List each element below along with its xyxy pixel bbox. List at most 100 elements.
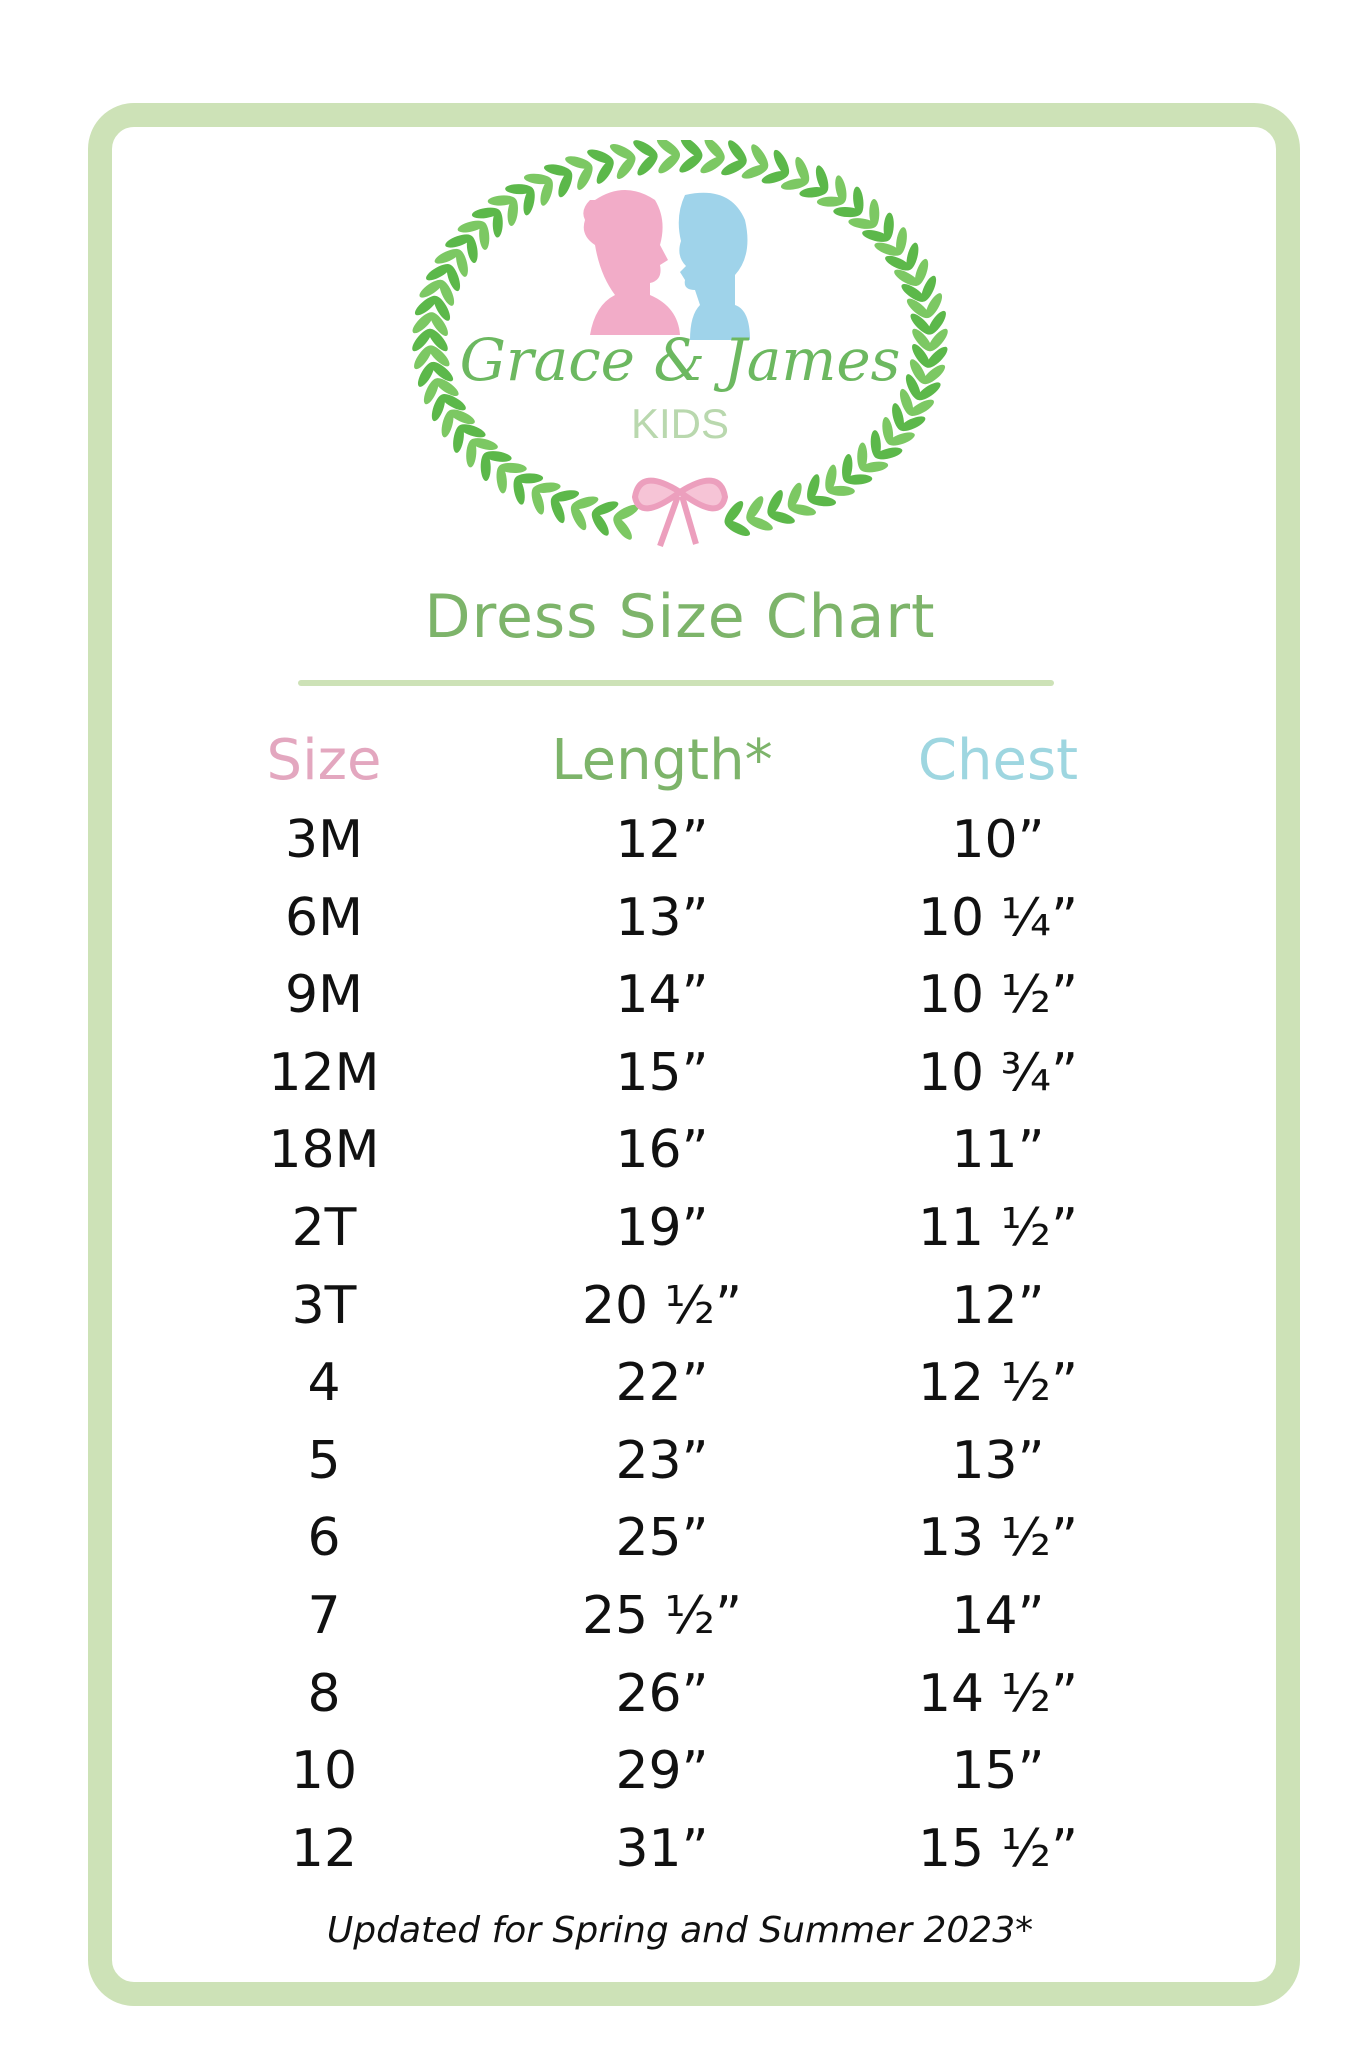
leaf xyxy=(899,416,926,432)
leaf xyxy=(844,474,873,485)
leaf xyxy=(842,454,853,482)
table-row: 5 23” 13” xyxy=(0,1422,1360,1500)
size-cell: 8 xyxy=(307,1663,341,1724)
leaf xyxy=(679,153,703,173)
leaf xyxy=(869,199,880,228)
leaf xyxy=(540,178,553,206)
size-cell: 12 xyxy=(290,1818,358,1879)
leaf xyxy=(815,165,829,193)
leaf xyxy=(483,451,512,462)
leaf xyxy=(434,378,459,397)
length-cell: 29” xyxy=(615,1741,709,1802)
leaf xyxy=(835,175,847,203)
leaf xyxy=(531,487,545,515)
leaf xyxy=(412,328,432,352)
leaf xyxy=(591,511,609,536)
size-cell: 5 xyxy=(307,1430,341,1491)
leaf xyxy=(532,482,561,493)
leaf xyxy=(901,283,926,302)
table-row: 12M 15” 10 ¾” xyxy=(0,1034,1360,1112)
table-row: 3T 20 ½” 12” xyxy=(0,1267,1360,1345)
leaf xyxy=(446,264,461,292)
leaf xyxy=(428,345,450,367)
table-row: 7 25 ½” 14” xyxy=(0,1577,1360,1655)
leaf xyxy=(906,298,930,319)
leaf xyxy=(826,485,855,496)
leaf xyxy=(767,490,783,516)
chest-cell: 12” xyxy=(951,1275,1045,1336)
leaf xyxy=(860,461,889,473)
leaf xyxy=(453,425,464,453)
length-cell: 23” xyxy=(615,1430,709,1491)
leaf xyxy=(853,186,864,215)
size-cell: 4 xyxy=(307,1353,341,1414)
leaf xyxy=(498,462,527,474)
size-cell: 6M xyxy=(285,887,363,948)
leaf xyxy=(883,212,894,241)
length-cell: 25” xyxy=(615,1508,709,1569)
chest-cell: 13” xyxy=(951,1430,1045,1491)
leaf xyxy=(577,164,593,190)
table-row: 4 22” 12 ½” xyxy=(0,1344,1360,1422)
leaf xyxy=(899,388,914,416)
size-cell: 7 xyxy=(307,1586,341,1646)
leaf xyxy=(728,140,747,164)
leaf xyxy=(434,248,461,264)
leaf xyxy=(761,170,789,184)
leaf xyxy=(592,501,619,516)
leaf xyxy=(888,432,915,446)
leaf xyxy=(515,473,544,484)
leaf xyxy=(570,504,587,531)
leaf xyxy=(470,438,498,450)
leaf xyxy=(431,394,446,422)
length-cell: 15” xyxy=(615,1042,709,1103)
leaf xyxy=(616,155,636,179)
size-cell: 3M xyxy=(285,810,363,870)
leaf xyxy=(816,196,845,207)
leaf xyxy=(449,409,475,425)
leaf xyxy=(914,258,929,286)
leaf xyxy=(414,345,433,370)
leaf xyxy=(426,264,451,281)
leaf xyxy=(925,293,943,318)
leaf xyxy=(596,159,614,184)
length-cell: 13” xyxy=(615,887,709,948)
leaf xyxy=(746,496,764,521)
leaf xyxy=(456,249,468,277)
leaf xyxy=(550,496,565,524)
leaf xyxy=(543,164,572,176)
table-row: 2T 19” 11 ½” xyxy=(0,1189,1360,1267)
table-row: 6M 13” 10 ¼” xyxy=(0,879,1360,957)
leaf xyxy=(862,230,890,242)
leaf xyxy=(613,516,632,540)
leaf xyxy=(457,220,485,233)
leaf xyxy=(423,378,439,405)
size-cell: 9M xyxy=(285,965,363,1026)
size-cell: 6 xyxy=(307,1508,341,1569)
table-row: 3M 12” 10” xyxy=(0,801,1360,879)
leaf xyxy=(551,490,580,502)
leaf xyxy=(857,442,868,471)
length-cell: 26” xyxy=(615,1663,709,1724)
size-cell: 12M xyxy=(268,1042,380,1103)
chest-cell: 10” xyxy=(951,810,1045,870)
leaf xyxy=(417,362,435,387)
length-cell: 19” xyxy=(615,1198,709,1258)
leaf xyxy=(428,328,448,352)
leaf xyxy=(609,144,636,160)
leaf xyxy=(808,495,837,507)
leaf xyxy=(680,140,703,158)
boy-silhouette-icon xyxy=(678,192,750,340)
leaf xyxy=(905,374,921,400)
leaf xyxy=(430,361,454,382)
leaf xyxy=(875,447,903,460)
leaf xyxy=(909,399,934,416)
leaf xyxy=(912,328,932,352)
footer-note: Updated for Spring and Summer 2023* xyxy=(326,1910,1034,1951)
length-cell: 25 ½” xyxy=(581,1586,743,1646)
leaf xyxy=(492,209,503,238)
leaf xyxy=(558,170,573,198)
leaf xyxy=(633,140,658,158)
leaf xyxy=(721,159,747,176)
size-cell: 2T xyxy=(291,1198,357,1258)
